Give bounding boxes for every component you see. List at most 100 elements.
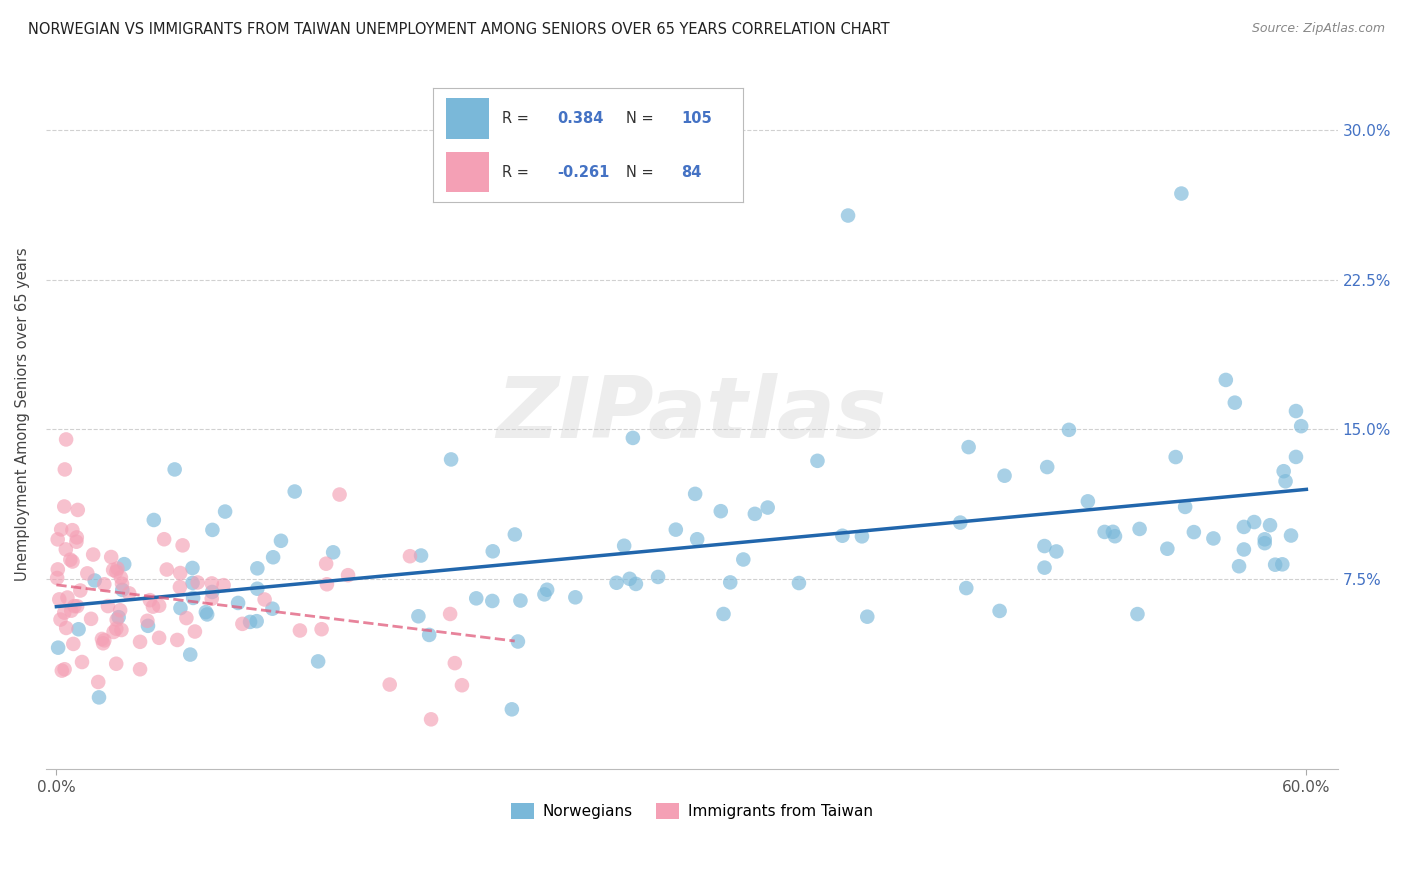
Point [136, 619, 159, 633]
Point [163, 462, 186, 476]
Point [214, 504, 236, 518]
Point [1264, 558, 1286, 572]
Point [1202, 532, 1225, 546]
Point [253, 592, 276, 607]
Point [856, 609, 879, 624]
Point [270, 533, 292, 548]
Point [56, 591, 79, 605]
Point [49, 613, 72, 627]
Point [69, 583, 91, 598]
Point [53, 606, 76, 620]
Point [315, 557, 337, 571]
Point [107, 561, 129, 575]
Point [337, 568, 360, 582]
Point [1233, 542, 1256, 557]
Point [787, 576, 810, 591]
Point [418, 628, 440, 642]
Point [683, 487, 706, 501]
Point [621, 431, 644, 445]
Point [105, 657, 128, 671]
Point [82, 548, 104, 562]
Point [1129, 522, 1152, 536]
Point [246, 561, 269, 575]
Point [1233, 520, 1256, 534]
Point [181, 591, 204, 605]
Point [212, 578, 235, 592]
Point [756, 500, 779, 515]
Point [831, 529, 853, 543]
Point [48, 592, 70, 607]
Point [1174, 500, 1197, 514]
Point [465, 591, 488, 606]
Point [307, 654, 329, 668]
Point [718, 575, 741, 590]
Point [76, 566, 98, 581]
Point [129, 635, 152, 649]
Point [613, 539, 636, 553]
Point [231, 616, 253, 631]
Point [443, 656, 465, 670]
Point [993, 468, 1015, 483]
Point [1285, 404, 1308, 418]
Point [322, 545, 344, 559]
Point [148, 599, 170, 613]
Point [46, 562, 69, 576]
Point [60, 604, 83, 618]
Point [166, 632, 188, 647]
Point [503, 527, 526, 541]
Point [624, 577, 647, 591]
Point [311, 622, 333, 636]
Point [246, 614, 269, 628]
Point [53, 500, 76, 514]
Point [226, 596, 249, 610]
Point [105, 622, 128, 636]
Point [1279, 528, 1302, 542]
Point [481, 544, 503, 558]
Text: NORWEGIAN VS IMMIGRANTS FROM TAIWAN UNEMPLOYMENT AMONG SENIORS OVER 65 YEARS COR: NORWEGIAN VS IMMIGRANTS FROM TAIWAN UNEM… [28, 22, 890, 37]
Point [246, 582, 269, 596]
Point [501, 702, 523, 716]
Point [169, 566, 191, 580]
Point [262, 601, 284, 615]
Point [506, 634, 529, 648]
Point [62, 554, 84, 568]
Point [201, 576, 224, 591]
Point [1156, 541, 1178, 556]
Point [1170, 186, 1192, 201]
Point [316, 577, 339, 591]
Point [91, 636, 114, 650]
Point [46, 533, 69, 547]
Point [97, 599, 120, 613]
Point [53, 662, 76, 676]
Point [93, 633, 115, 648]
Point [156, 562, 179, 576]
Point [647, 570, 669, 584]
Point [181, 561, 204, 575]
Point [1289, 419, 1312, 434]
Point [60, 523, 83, 537]
Point [87, 690, 110, 705]
Point [110, 623, 132, 637]
Point [1104, 529, 1126, 543]
Point [733, 552, 755, 566]
Point [1223, 395, 1246, 409]
Point [686, 533, 709, 547]
Point [1164, 450, 1187, 464]
Point [59, 552, 82, 566]
Point [169, 580, 191, 594]
Point [1102, 524, 1125, 539]
Point [481, 594, 503, 608]
Point [1077, 494, 1099, 508]
Point [80, 612, 103, 626]
Point [136, 614, 159, 628]
Point [83, 574, 105, 588]
Point [710, 504, 733, 518]
Point [949, 516, 972, 530]
Point [284, 484, 307, 499]
Point [440, 452, 463, 467]
Point [172, 538, 194, 552]
Point [201, 585, 224, 599]
Point [108, 603, 131, 617]
Point [129, 662, 152, 676]
Point [564, 591, 586, 605]
